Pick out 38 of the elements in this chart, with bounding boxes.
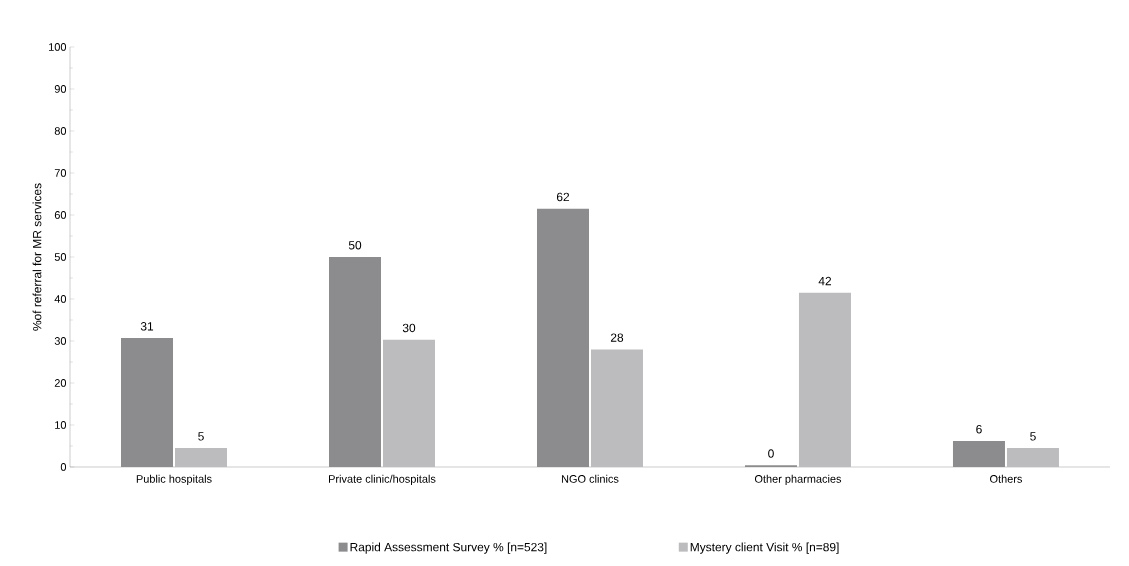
y-tick-label: 0 <box>60 463 67 471</box>
data-label: 30 <box>402 323 416 333</box>
x-tick-label: Others <box>990 474 1023 483</box>
y-tick-label: 50 <box>54 253 67 261</box>
y-tick-label: 70 <box>54 169 67 177</box>
y-tick-label: 60 <box>54 211 67 219</box>
y-tick-label: 20 <box>54 379 67 387</box>
data-label: 42 <box>818 276 832 286</box>
bar <box>798 292 851 467</box>
bar <box>329 256 381 467</box>
legend-label: Mystery client Visit % [n=89] <box>690 542 839 554</box>
y-tick-label: 100 <box>49 43 67 51</box>
bar <box>952 440 1005 467</box>
bar <box>175 448 227 467</box>
data-label: 50 <box>348 241 362 250</box>
data-label: 5 <box>198 432 204 441</box>
data-label: 5 <box>1030 432 1036 441</box>
x-tick-label: NGO clinics <box>561 474 619 483</box>
data-label: 62 <box>556 192 570 202</box>
bar <box>121 338 174 467</box>
data-label: 6 <box>976 424 982 434</box>
bar <box>536 208 589 467</box>
legend-label: Rapid Assessment Survey % [n=523] <box>350 542 547 554</box>
data-label: 31 <box>140 322 154 331</box>
y-tick-label: 30 <box>54 337 67 345</box>
y-tick-label: 80 <box>54 127 67 135</box>
bar <box>1006 448 1059 467</box>
bar <box>590 349 643 467</box>
x-tick-label: Public hospitals <box>136 474 212 485</box>
y-axis-title: %of referral for MR services <box>32 183 42 331</box>
x-tick-label: Other pharmacies <box>754 474 842 485</box>
data-label: 28 <box>610 333 624 342</box>
y-tick-label: 40 <box>54 295 67 303</box>
x-tick-label: Private clinic/hospitals <box>329 474 436 485</box>
bar <box>383 339 435 467</box>
y-tick-label: 90 <box>54 85 67 93</box>
data-label: 0 <box>768 449 774 458</box>
y-tick-label: 10 <box>55 421 67 429</box>
